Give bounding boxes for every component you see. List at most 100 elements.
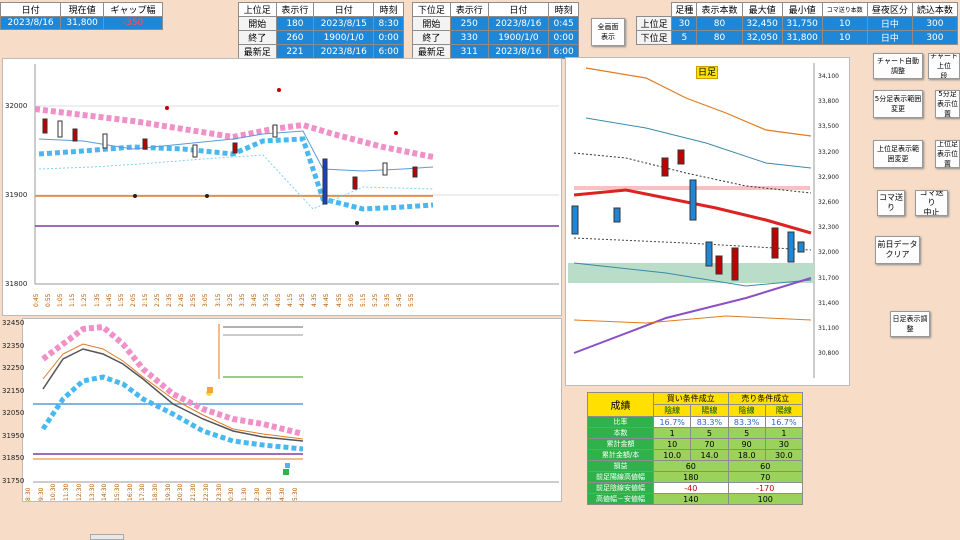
fullscreen-button[interactable]: 全画面 表示: [591, 18, 625, 46]
upper-cell: 0:00: [373, 30, 404, 45]
upper-x-tick: 4:55: [335, 293, 343, 307]
lower-cell: 311: [449, 44, 489, 59]
upper-row-label: 開始: [238, 16, 277, 31]
score-cell: 83.3%: [690, 416, 729, 428]
daily-chart-title: 日足: [696, 66, 718, 79]
right-cell[interactable]: 80: [696, 16, 743, 31]
upper-y-tick: 31900: [5, 191, 28, 199]
lower-cell: 6:00: [548, 44, 579, 59]
lower-y-tick: 32250: [2, 364, 25, 372]
lower-x-tick: 23:30: [215, 483, 223, 501]
lower-row-label: 終了: [412, 30, 451, 45]
score-row-label: 比率: [586, 416, 655, 428]
upper-x-tick: 2:15: [141, 293, 149, 307]
upper-cell[interactable]: 260: [275, 30, 315, 45]
upper-row-label: 終了: [238, 30, 277, 45]
upper-x-tick: 4:25: [299, 293, 307, 307]
clear-prev-data-button[interactable]: 前日データ クリア: [875, 236, 920, 264]
score-cell: 70: [727, 471, 804, 483]
upper-cell: 6:00: [373, 44, 404, 59]
lower-cell: 2023/8/16: [487, 16, 550, 31]
upper-x-tick: 4:35: [311, 293, 319, 307]
right-cell[interactable]: 10: [821, 30, 868, 45]
step-stop-button[interactable]: コマ送り 中止: [915, 190, 948, 216]
upper-x-tick: 3:15: [214, 293, 222, 307]
right-cell[interactable]: 30: [671, 16, 698, 31]
lower-x-tick: 21:30: [190, 483, 198, 501]
sheet-tab[interactable]: [90, 534, 124, 540]
five-min-range-button[interactable]: 5分足表示範囲変更: [873, 90, 923, 118]
score-row: 前足陽線高値幅 180 70: [586, 471, 804, 483]
right-header: 読込本数: [911, 2, 959, 17]
right-cell[interactable]: 5: [671, 30, 698, 45]
score-cell: 18.0: [727, 449, 766, 461]
daily-y-tick: 30,800: [818, 350, 839, 358]
lower-y-tick: 32350: [2, 341, 25, 350]
score-cell: 10: [653, 438, 692, 450]
score-cell: -170: [727, 482, 804, 494]
upper-position-button[interactable]: 上位足表示位置: [935, 140, 960, 168]
upper-cell[interactable]: 180: [275, 16, 315, 31]
upper-range-button[interactable]: 上位足表示範囲変更: [873, 140, 923, 168]
right-cell[interactable]: 日中: [866, 30, 913, 45]
right-cell[interactable]: 300: [911, 30, 959, 45]
chart-upper-button[interactable]: チャート上位 段: [928, 53, 960, 79]
right-cell[interactable]: 300: [911, 16, 959, 31]
right-header-blank: [637, 3, 672, 17]
score-row-label: 損益: [586, 460, 655, 472]
upper-x-tick: 1:55: [117, 293, 125, 307]
score-row: 高値幅－安値幅 140 100: [586, 493, 804, 505]
score-row-label: 前足陰線安値幅: [586, 482, 655, 494]
sell-header: 売り条件成立: [727, 392, 804, 405]
lower-x-tick: 3:30: [266, 487, 274, 501]
daily-y-tick: 31,100: [818, 325, 839, 332]
daily-y-tick: 32,900: [818, 173, 839, 181]
daily-y-tick: 31,400: [818, 299, 839, 307]
lower-y-tick: 32150: [2, 386, 25, 395]
lower-x-tick: 11:30: [63, 483, 71, 501]
right-cell[interactable]: 日中: [866, 16, 913, 31]
lower-x-tick: 4:30: [279, 487, 286, 501]
five-min-position-button[interactable]: 5分足表示位置: [935, 90, 960, 118]
daily-chart[interactable]: 日足 34,100 33,800 33,500 33,200 32,900 32,600 3…: [565, 57, 850, 386]
upper-cell: 221: [275, 44, 315, 59]
current-date: 2023/8/16: [0, 16, 62, 30]
daily-chart-svg: [568, 63, 815, 378]
upper-x-tick: 3:05: [202, 293, 210, 307]
lower-x-tick: 14:30: [101, 483, 109, 501]
lower-x-tick: 8:30: [25, 487, 32, 501]
lower-x-tick: 19:30: [164, 483, 172, 501]
right-header: 表示本数: [696, 2, 743, 17]
lower-intraday-chart[interactable]: 32450 32350 32250 32150 32050 31950 31850 31750…: [2, 318, 562, 502]
lower-y-tick: 31850: [2, 454, 25, 462]
lower-row-label: 開始: [412, 16, 451, 31]
right-cell[interactable]: 80: [696, 30, 743, 45]
step-button[interactable]: コマ送り: [877, 190, 905, 216]
score-cell: 30.0: [764, 449, 804, 461]
score-cell: 1: [764, 427, 804, 439]
lower-x-tick: 10:30: [50, 483, 58, 501]
upper-x-tick: 1:35: [93, 293, 101, 307]
score-row-label: 本数: [586, 427, 655, 439]
daily-y-tick: 32,300: [818, 224, 839, 232]
buy-pos-header: 陽線: [690, 404, 729, 417]
upper-x-tick: 5:05: [347, 293, 355, 307]
score-cell: 70: [690, 438, 729, 450]
lower-x-tick: 18:30: [152, 483, 159, 501]
daily-display-button[interactable]: 日足表示調整: [890, 311, 930, 337]
buy-header: 買い条件成立: [653, 392, 729, 405]
upper-intraday-chart[interactable]: 32000 31900 31800 0:45 0:55 1:05 1:15 1:25 1:…: [2, 58, 562, 316]
score-cell: 16.7%: [653, 416, 692, 428]
score-cell: 10.0: [653, 449, 692, 461]
upper-x-tick: 5:45: [396, 293, 403, 307]
lower-cell[interactable]: 250: [449, 16, 489, 31]
upper-row-label: 最新足: [238, 44, 277, 59]
upper-y-tick: 31800: [5, 280, 28, 288]
chart-auto-adjust-button[interactable]: チャート自動調整: [873, 53, 923, 79]
lower-y-tick: 31950: [2, 431, 25, 440]
right-cell[interactable]: 10: [821, 16, 868, 31]
right-cell: 32,450: [741, 16, 783, 31]
lower-cell[interactable]: 330: [449, 30, 489, 45]
right-cell: 32,050: [741, 30, 783, 45]
upper-x-tick: 5:55: [408, 293, 416, 307]
